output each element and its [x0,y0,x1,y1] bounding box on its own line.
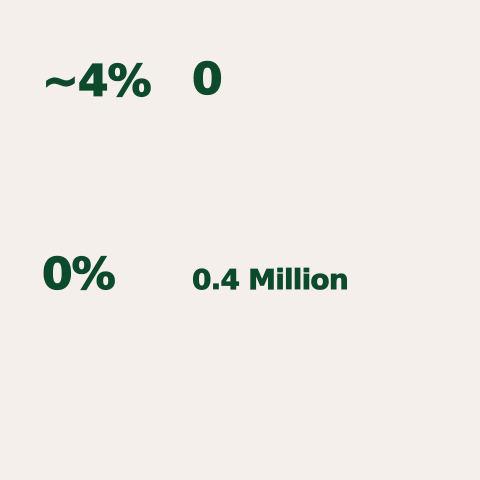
stat-value-zero: 0 [191,54,223,105]
stat-value-0-4-million: 0.4 Million [192,263,350,296]
stat-value-approx-4-percent: ~4% [41,56,152,107]
stat-value-zero-percent: 0% [41,249,116,300]
